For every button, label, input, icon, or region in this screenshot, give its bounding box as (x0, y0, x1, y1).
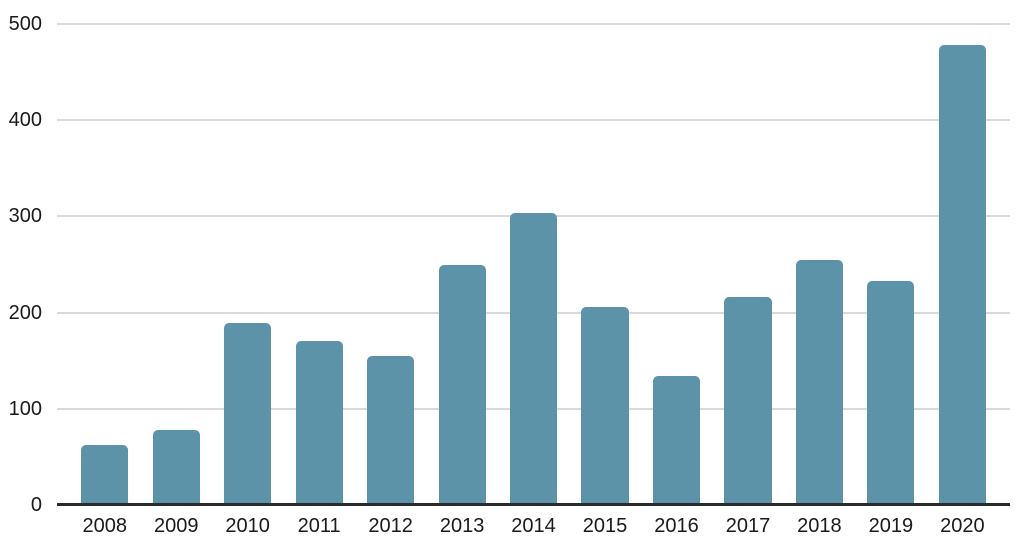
bar-slot (784, 24, 855, 505)
y-tick-label: 400 (8, 109, 42, 132)
bar-2020 (938, 45, 986, 505)
bar-2009 (152, 429, 200, 505)
y-tick-label: 300 (8, 205, 42, 228)
bar-2017 (724, 297, 772, 505)
bar-2014 (509, 212, 558, 505)
bar-slot (212, 24, 283, 505)
x-tick-label: 2008 (82, 515, 127, 537)
x-tick-label: 2011 (297, 515, 341, 537)
x-tick-label: 2014 (511, 515, 556, 537)
bar-2012 (367, 355, 415, 505)
bar-slot (140, 24, 211, 505)
bar-slot (641, 24, 712, 505)
bar-slot (283, 24, 354, 505)
y-tick-label: 100 (8, 397, 42, 420)
bar-2013 (438, 264, 486, 505)
x-tick-label: 2016 (654, 515, 699, 537)
bar-slot (569, 24, 640, 505)
bar-slot (355, 24, 426, 505)
bar-slot (426, 24, 497, 505)
x-tick-label: 2017 (725, 515, 771, 537)
x-tick-label: 2018 (797, 515, 842, 537)
gridline (57, 23, 1010, 25)
x-tick-label: 2010 (225, 515, 270, 537)
y-axis: 0 100 200 300 400 500 (0, 13, 42, 516)
bar-2015 (581, 306, 629, 505)
bar-2019 (867, 280, 915, 505)
bar-slot (855, 24, 926, 505)
y-tick-label: 500 (8, 13, 42, 35)
bar-2018 (795, 259, 843, 505)
x-axis-line (57, 503, 1010, 506)
x-tick-label: 2020 (940, 515, 985, 537)
x-tick-label: 2013 (439, 515, 485, 537)
gridline (57, 119, 1010, 122)
x-tick-label: 2012 (368, 515, 413, 537)
bar-slot (69, 24, 140, 505)
bars-row (57, 24, 1010, 505)
bar-2008 (81, 445, 129, 505)
plot-area (57, 23, 1010, 506)
x-tick-label: 2009 (153, 515, 199, 537)
y-tick-label: 0 (30, 494, 42, 516)
bar-slot (927, 24, 998, 505)
x-tick-label: 2015 (582, 515, 628, 537)
bar-2016 (652, 376, 701, 505)
x-axis: 2008 2009 2010 2011 2012 2013 2014 2015 2016 2017… (57, 513, 1010, 539)
bar-slot (498, 24, 569, 505)
bar-slot (712, 24, 783, 505)
bar-2011 (295, 341, 343, 505)
y-tick-label: 200 (8, 301, 42, 324)
bar-2010 (224, 323, 272, 505)
x-tick-label: 2019 (868, 515, 914, 537)
